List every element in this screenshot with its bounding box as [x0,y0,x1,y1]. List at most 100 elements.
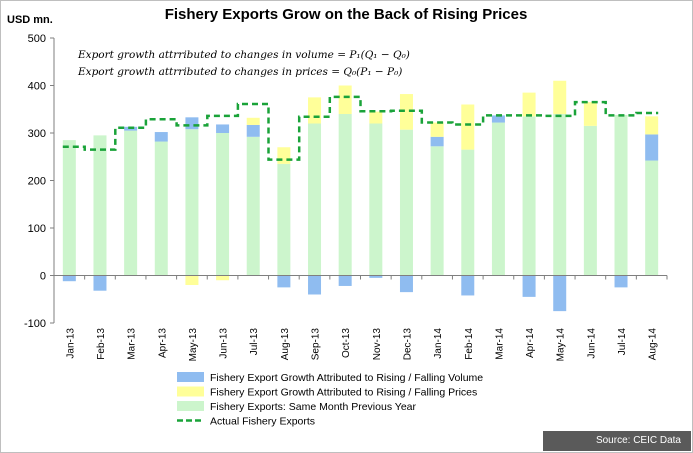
bar-volume [154,132,168,142]
bar-volume [522,275,536,297]
bar-base [93,135,107,276]
bar-base [308,123,322,276]
y-axis-label: USD mn. [7,14,53,26]
x-tick-label: Nov-13 [372,328,383,361]
source-badge: Source: CEIC Data [543,431,691,451]
axes-layer [53,38,668,323]
bar-base [185,129,199,276]
bar-prices [308,97,322,124]
bar-base [583,125,597,276]
bar-volume [614,275,628,288]
x-tick-label: Mar-13 [127,328,138,360]
legend-swatch [177,372,204,382]
x-tick-label: Apr-14 [525,328,536,358]
x-tick-label: May-13 [188,328,199,362]
chart-title: Fishery Exports Grow on the Back of Risi… [165,6,528,23]
bar-volume [277,275,291,288]
bar-base [645,160,659,276]
bar-volume [62,275,76,282]
bar-base [277,163,291,276]
legend-label: Fishery Exports: Same Month Previous Yea… [210,401,417,413]
x-tick-label: Jan-14 [433,328,444,359]
bar-base [338,114,352,276]
legend-swatch [177,401,204,411]
bar-prices [338,85,352,114]
y-tick-label: 100 [28,223,46,235]
bar-volume [185,117,199,130]
source-text: Source: CEIC Data [595,435,681,446]
bar-prices [369,111,383,124]
x-tick-label: Jun-13 [219,328,230,359]
legend-label: Actual Fishery Exports [210,416,315,428]
x-tick-label: Jul-13 [249,328,260,356]
bar-base [62,140,76,276]
legend-label: Fishery Export Growth Attributed to Risi… [210,372,483,384]
bar-base [522,116,536,276]
bar-base [461,149,475,276]
bar-volume [430,136,444,147]
bar-base [246,136,260,276]
y-tick-label: -100 [24,318,46,330]
x-tick-label: Sep-13 [311,328,322,361]
x-axis: Jan-13 Feb-13 Mar-13 Apr-13 May-13 Jun-13 Jul-… [65,328,658,362]
legend-label: Fishery Export Growth Attributed to Risi… [210,387,477,399]
bar-volume [553,275,567,312]
bar-prices [185,275,199,285]
x-tick-label: Apr-13 [157,328,168,358]
bar-prices [645,116,659,135]
bar-prices [430,122,444,137]
formula-annotations: Export growth attrributed to changes in … [77,49,410,78]
x-tick-label: Jul-14 [617,328,628,356]
x-tick-label: Mar-14 [494,328,505,360]
bar-base [553,114,567,276]
y-tick-label: 500 [28,33,46,45]
bar-volume [399,275,413,293]
bar-prices [461,104,475,150]
bar-prices [399,94,413,130]
bar-volume [369,275,383,278]
bar-prices [246,117,260,125]
x-tick-label: Oct-13 [341,328,352,358]
y-tick-label: 200 [28,176,46,188]
bar-prices [583,102,597,126]
y-tick-label: 0 [40,271,46,283]
bar-base [399,129,413,276]
bar-prices [277,147,291,164]
bars-layer [62,80,659,312]
bar-base [216,133,230,276]
bar-prices [522,92,536,117]
x-tick-label: Aug-13 [280,328,291,361]
bar-volume [645,134,659,161]
bar-volume [246,124,260,137]
bar-volume [461,275,475,296]
y-tick-label: 300 [28,128,46,140]
line-layer [62,95,659,161]
bar-base [369,123,383,276]
y-tick-label: 400 [28,81,46,93]
legend: Fishery Export Growth Attributed to Risi… [177,372,483,428]
x-tick-label: Feb-13 [96,328,107,360]
bar-volume [93,275,107,291]
x-tick-label: May-14 [556,328,567,362]
bar-base [491,122,505,276]
bar-base [430,146,444,276]
y-axis: -100 0 100 200 300 400 500 [24,33,54,330]
legend-swatch [177,386,204,397]
formula-prices: Export growth attrributed to changes in … [77,66,402,78]
x-tick-label: Dec-13 [402,328,413,361]
x-tick-label: Feb-14 [464,328,475,360]
bar-base [154,141,168,276]
x-tick-label: Aug-14 [648,328,659,361]
bar-base [124,130,138,276]
formula-volume: Export growth attrributed to changes in … [77,49,410,61]
actual-exports-line [62,95,659,161]
bar-volume [338,275,352,286]
x-tick-label: Jun-14 [586,328,597,359]
bar-prices [216,275,230,281]
x-tick-label: Jan-13 [65,328,76,359]
bar-volume [308,275,322,295]
bar-prices [553,80,567,114]
bar-base [614,114,628,276]
